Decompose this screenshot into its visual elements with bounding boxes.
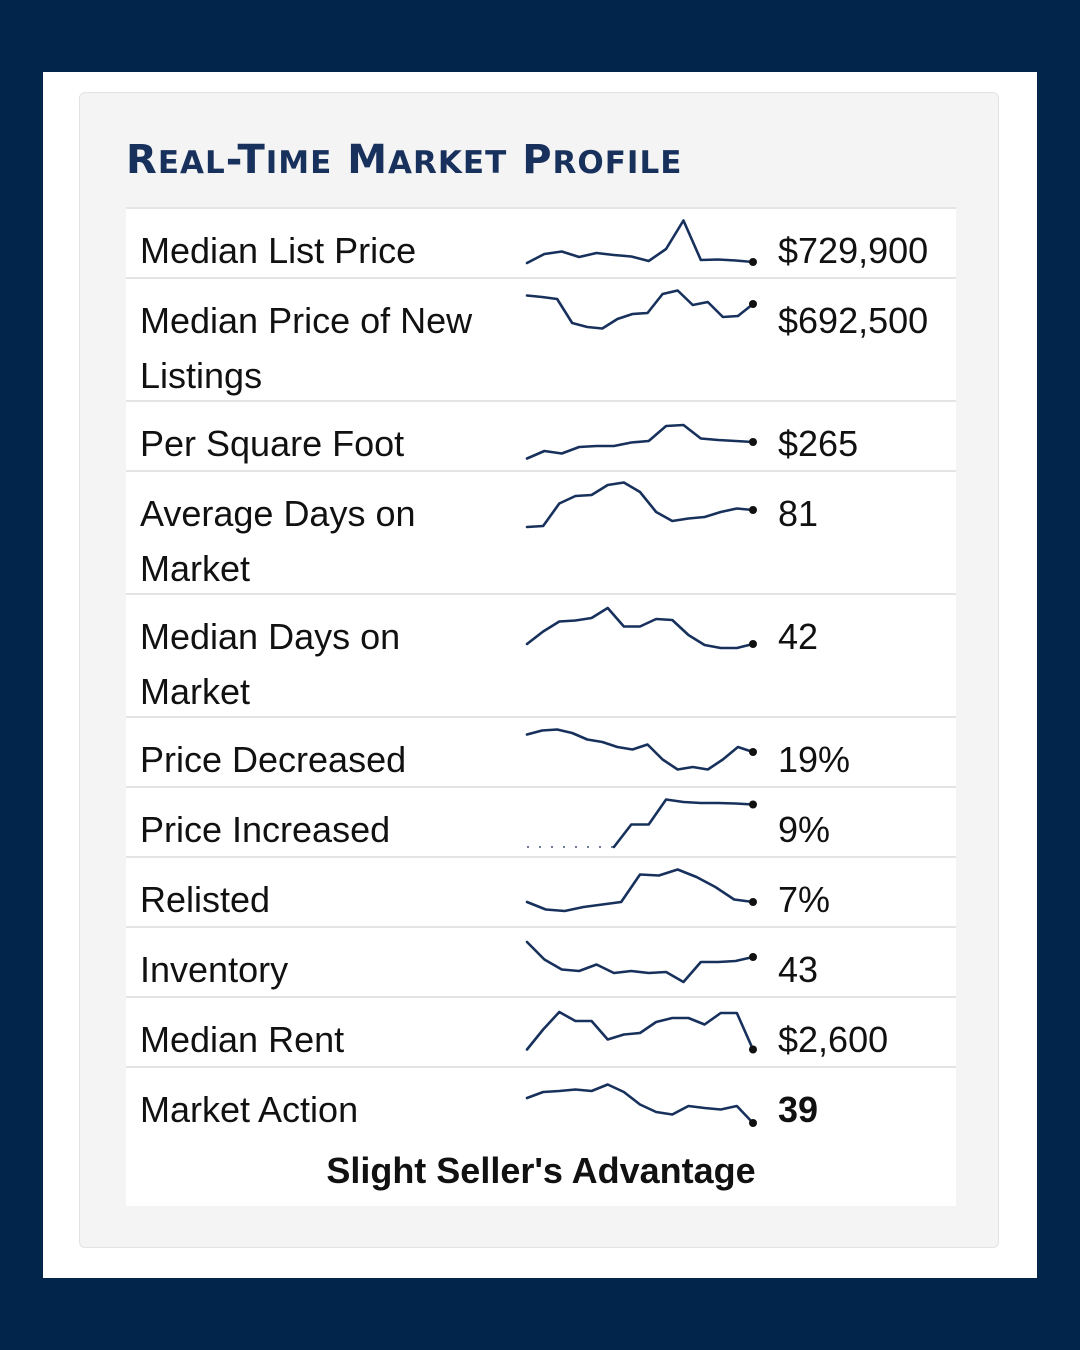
stat-label-line: Average Days on (140, 493, 416, 534)
stat-label-line: Median List Price (140, 230, 417, 271)
stats-table: Median List Price $729,900 Median Price of… (126, 207, 956, 1206)
trend-sparkline (525, 219, 757, 266)
trend-sparkline (525, 481, 757, 529)
stat-row: Median List Price $729,900 (126, 207, 956, 277)
stat-label: Median List Price (140, 223, 510, 278)
trend-sparkline (525, 1083, 757, 1127)
stat-label-line: Price Increased (140, 809, 391, 850)
stat-value: $729,900 (778, 230, 929, 271)
sparkline-current-dot (749, 953, 757, 961)
stat-label-line: Market (140, 671, 251, 712)
stat-value: $692,500 (778, 300, 929, 341)
stat-label-line: Relisted (140, 879, 271, 920)
sparkline-current-dot (749, 1119, 757, 1127)
stat-label-line: Median Rent (140, 1019, 345, 1060)
title-word-market: MARKET (332, 137, 508, 183)
title-word-real: REAL (126, 137, 226, 183)
sparkline-line (525, 289, 755, 330)
stat-label: Relisted (140, 872, 510, 927)
sparkline-current-dot (749, 1045, 757, 1054)
stat-value: 42 (778, 616, 819, 657)
stat-value: 19% (778, 739, 851, 780)
trend-sparkline (525, 1010, 757, 1054)
sparkline-line (525, 1010, 755, 1051)
sparkline-current-dot (749, 300, 757, 308)
stat-label-line: Market (140, 548, 251, 589)
stat-label: Median Price of New Listings (140, 293, 510, 403)
stat-row: Price Increased 9% (126, 786, 956, 856)
stat-label: Average Days on Market (140, 486, 510, 596)
stat-label: Market Action (140, 1082, 510, 1137)
sparkline-current-dot (749, 258, 757, 266)
stat-label: Inventory (140, 942, 510, 997)
sparkline-current-dot (749, 438, 757, 446)
title-word-profile: PROFILE (507, 137, 683, 183)
sparkline-line (525, 1083, 755, 1125)
trend-sparkline (525, 728, 757, 771)
sparkline-line (525, 940, 755, 984)
sparkline-line (525, 606, 755, 650)
stat-value: $265 (778, 423, 859, 464)
stat-value: 9% (778, 809, 831, 850)
sparkline-current-dot (749, 898, 757, 906)
stat-label-line: Listings (140, 355, 263, 396)
stat-value: 7% (778, 879, 831, 920)
sparkline-line (525, 868, 755, 913)
stat-label-line: Median Price of New (140, 300, 473, 341)
trend-sparkline (525, 423, 757, 460)
stat-row: Inventory 43 (126, 926, 956, 996)
stat-label: Per Square Foot (140, 416, 510, 471)
white-frame: REAL-TIME MARKET PROFILE Median List Pri… (43, 72, 1037, 1278)
stat-row: Market Action 39 (126, 1066, 956, 1136)
market-profile-card: REAL-TIME MARKET PROFILE Median List Pri… (79, 92, 999, 1248)
trend-sparkline (525, 868, 757, 913)
trend-sparkline (527, 798, 757, 849)
stat-value: 81 (778, 493, 819, 534)
sparkline-current-dot (749, 800, 757, 809)
stat-label: Price Decreased (140, 732, 510, 787)
trend-sparkline (525, 606, 757, 650)
stat-value: 39 (778, 1089, 819, 1130)
trend-sparkline (525, 940, 757, 984)
stat-label: Median Days on Market (140, 609, 510, 719)
stat-label: Price Increased (140, 802, 510, 857)
trend-sparkline (525, 289, 757, 330)
stat-label: Median Rent (140, 1012, 510, 1067)
card-title: REAL-TIME MARKET PROFILE (126, 137, 682, 183)
sparkline-current-dot (749, 640, 757, 648)
stat-label-line: Inventory (140, 949, 289, 990)
stat-label-line: Per Square Foot (140, 423, 405, 464)
stat-row: Relisted 7% (126, 856, 956, 926)
stat-label-line: Market Action (140, 1089, 359, 1130)
sparkline-line (612, 798, 755, 849)
stat-value: $2,600 (778, 1019, 889, 1060)
market-condition-summary: Slight Seller's Advantage (326, 1150, 756, 1191)
stat-row: Median Rent $2,600 (126, 996, 956, 1066)
stat-label-line: Median Days on (140, 616, 401, 657)
sparkline-line (525, 219, 755, 265)
stat-value: 43 (778, 949, 819, 990)
stat-row: Price Decreased 19% (126, 716, 956, 786)
stat-label-line: Price Decreased (140, 739, 407, 780)
sparkline-line (525, 423, 755, 460)
sparkline-line (525, 728, 755, 771)
stat-row: Median Days on Market 42 (126, 593, 956, 716)
sparkline-line (525, 481, 755, 529)
sparkline-current-dot (749, 506, 757, 514)
title-word-time: -TIME (225, 137, 333, 183)
stat-row: Median Price of New Listings $692,500 (126, 277, 956, 400)
sparkline-current-dot (749, 748, 757, 756)
stat-row: Average Days on Market 81 (126, 470, 956, 593)
stat-row: Per Square Foot $265 (126, 400, 956, 470)
